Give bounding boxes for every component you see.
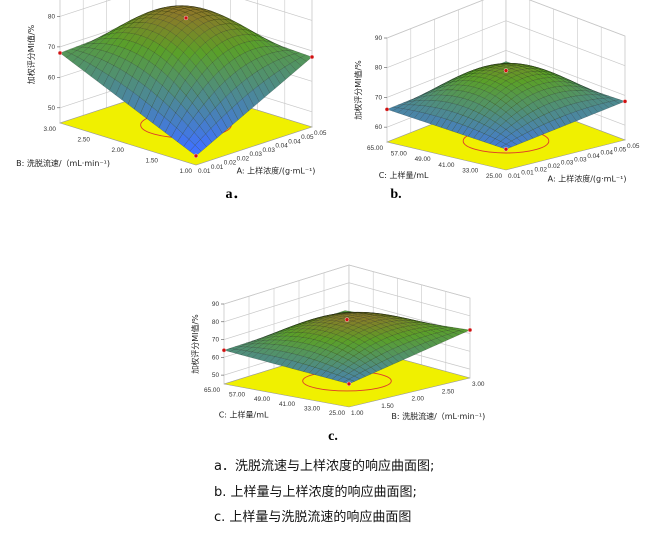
- design-point: [57, 50, 63, 56]
- surface-panel: 5060708090加权评分MI值/%3.002.502.001.501.00B…: [16, 0, 327, 202]
- right-axis-tick-label: 0.05: [627, 143, 640, 150]
- grid-line: [223, 264, 471, 305]
- left-axis-tick-label: 1.00: [180, 168, 193, 175]
- z-tick-label: 60: [375, 124, 383, 131]
- left-axis-tick-label: 57.00: [391, 151, 407, 158]
- left-axis-tick-label: 49.00: [254, 396, 270, 403]
- z-axis-label: 加权评分MI值/%: [190, 314, 200, 374]
- design-point: [346, 381, 352, 387]
- panel-label: a．: [226, 187, 247, 202]
- left-axis-tick-label: 25.00: [329, 410, 345, 417]
- panel-label: c.: [328, 429, 338, 444]
- left-axis-tick-label: 3.00: [44, 126, 57, 133]
- surface-panel: 60 70 80 90 加权评分MI值/% 65.00 57.00 49.00 41.00 33.…: [353, 0, 640, 202]
- surface-mesh: [386, 61, 626, 150]
- left-axis-tick-label: 41.00: [438, 162, 454, 169]
- right-axis-tick-label: 0.05: [301, 134, 314, 141]
- left-axis-tick-label: 41.00: [279, 401, 295, 408]
- left-axis-tick-label: 33.00: [462, 167, 478, 174]
- left-axis-tick-label: 33.00: [304, 405, 320, 412]
- design-point: [309, 54, 315, 60]
- right-axis-tick-label: 0.02: [224, 160, 237, 167]
- z-tick-label: 80: [375, 65, 383, 72]
- design-point: [183, 15, 189, 21]
- right-axis-tick-label: 1.00: [351, 410, 364, 417]
- right-axis-label: B: 洗脱流速/（mL·min⁻¹): [391, 411, 485, 421]
- left-axis-label: C: 上样量/mL: [219, 410, 269, 420]
- z-axis-label: 加权评分MI值/%: [353, 60, 363, 120]
- caption-line-b: b. 上样量与上样浓度的响应曲面图;: [214, 484, 417, 500]
- surface-cell: [500, 144, 512, 150]
- right-axis-tick-label: 2.00: [412, 396, 425, 403]
- design-point: [344, 317, 350, 322]
- surface-cell: [342, 379, 355, 385]
- design-point: [503, 68, 509, 73]
- right-axis-tick-label: 0.05: [614, 146, 627, 153]
- left-axis-tick-label: 25.00: [486, 173, 502, 180]
- right-axis-tick-label: 0.03: [574, 156, 587, 163]
- right-axis-label: A: 上样浓度/(g·mL⁻¹): [548, 174, 627, 184]
- design-point: [622, 99, 628, 104]
- surface-cell: [189, 145, 202, 157]
- z-tick-label: 80: [212, 319, 220, 326]
- left-axis-label: C: 上样量/mL: [379, 170, 429, 180]
- z-tick-label: 50: [212, 372, 220, 379]
- design-point: [193, 153, 199, 159]
- z-axis-label: 加权评分MI值/%: [26, 24, 36, 84]
- left-axis-tick-label: 2.50: [78, 137, 91, 144]
- right-axis-tick-label: 0.02: [548, 163, 561, 170]
- caption-line-a: a．洗脱流速与上样浓度的响应曲面图;: [214, 458, 434, 474]
- right-axis-tick-label: 0.04: [275, 143, 288, 150]
- left-axis-tick-label: 57.00: [229, 392, 245, 399]
- grid-line: [59, 0, 313, 21]
- right-axis-label: A: 上样浓度/(g·mL⁻¹): [237, 166, 316, 176]
- z-tick-label: 90: [212, 301, 220, 308]
- grid-line: [386, 50, 626, 98]
- surface-panel: 50 60 70 80 90 加权评分MI值/% 65.00 57.00 49.00 41.00 3…: [190, 264, 485, 444]
- grid-line: [223, 300, 471, 340]
- right-axis-tick-label: 0.01: [211, 164, 224, 171]
- z-tick-label: 90: [375, 35, 383, 42]
- grid-line: [386, 0, 626, 39]
- right-axis-tick-label: 0.01: [521, 170, 534, 177]
- design-point: [467, 327, 473, 333]
- z-tick-label: 80: [48, 13, 56, 20]
- z-tick-label: 70: [48, 44, 56, 51]
- surface-mesh: [223, 310, 471, 385]
- left-axis-label: B: 洗脱流速/（mL·min⁻¹): [16, 158, 110, 168]
- right-axis-tick-label: 0.04: [587, 153, 600, 160]
- surface-mesh: [59, 5, 313, 157]
- panel-label: b.: [390, 187, 401, 202]
- grid-line: [386, 20, 626, 69]
- left-axis-tick-label: 1.50: [146, 158, 159, 165]
- right-axis-tick-label: 2.50: [442, 388, 455, 395]
- right-axis-tick-label: 0.05: [314, 130, 327, 137]
- design-point: [503, 146, 509, 152]
- caption-line-c: c. 上样量与洗脱流速的响应曲面图: [214, 509, 411, 525]
- z-tick-label: 70: [375, 94, 383, 101]
- design-point: [384, 107, 390, 112]
- right-axis-tick-label: 0.01: [198, 168, 211, 175]
- left-axis-tick-label: 65.00: [204, 387, 220, 394]
- right-axis-tick-label: 0.04: [601, 150, 614, 157]
- right-axis-tick-label: 3.00: [472, 381, 485, 388]
- right-axis-tick-label: 0.01: [508, 173, 521, 180]
- design-point: [221, 348, 227, 353]
- z-tick-label: 60: [48, 74, 56, 81]
- right-axis-tick-label: 0.03: [262, 147, 275, 154]
- z-tick-label: 60: [212, 354, 220, 361]
- right-axis-tick-label: 1.50: [381, 403, 394, 410]
- z-tick-label: 50: [48, 105, 56, 112]
- right-axis-tick-label: 0.03: [250, 151, 263, 158]
- left-axis-tick-label: 65.00: [367, 145, 383, 152]
- grid-line: [223, 282, 471, 323]
- left-axis-tick-label: 49.00: [415, 156, 431, 163]
- z-tick-label: 70: [212, 337, 220, 344]
- left-axis-tick-label: 2.00: [112, 147, 125, 154]
- right-axis-tick-label: 0.03: [561, 160, 574, 167]
- right-axis-tick-label: 0.04: [288, 138, 301, 145]
- right-axis-tick-label: 0.02: [534, 166, 547, 173]
- right-axis-tick-label: 0.02: [237, 155, 250, 162]
